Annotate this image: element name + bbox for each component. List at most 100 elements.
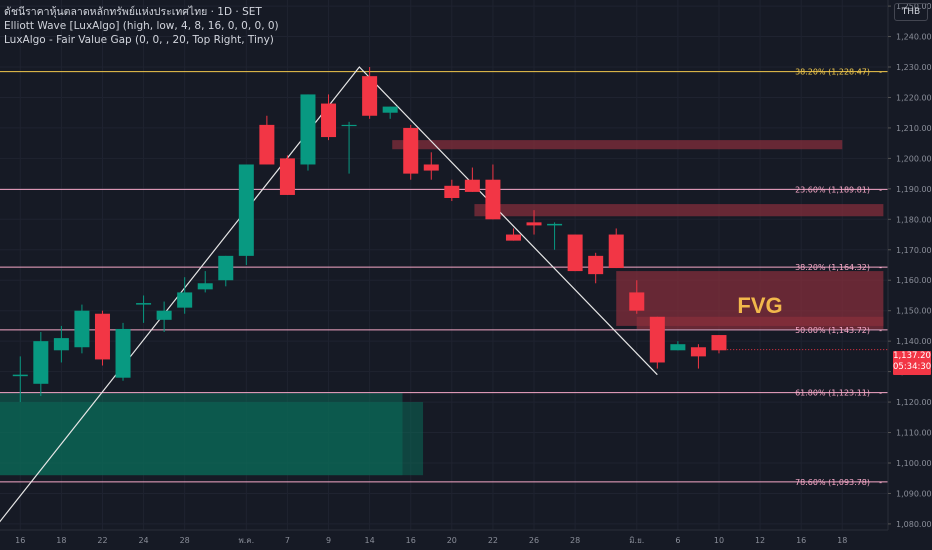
price-tick-label: 1,210.00 xyxy=(896,124,932,133)
price-tick-label: 1,110.00 xyxy=(896,429,932,438)
candle-body xyxy=(711,335,727,351)
candle-body xyxy=(12,374,28,377)
currency-button[interactable]: THB xyxy=(894,3,928,21)
demand-zone xyxy=(0,402,424,476)
price-tick-label: 1,180.00 xyxy=(896,215,932,224)
price-tick-label: 1,120.00 xyxy=(896,398,932,407)
time-tick-label: 28 xyxy=(180,536,190,545)
candle-body xyxy=(547,223,563,226)
candle-body xyxy=(444,185,460,198)
price-tick-label: 1,250.00 xyxy=(896,2,932,11)
candle-body xyxy=(608,234,624,269)
candle-body xyxy=(136,303,152,305)
candle-body xyxy=(362,76,378,116)
candle-body xyxy=(464,179,480,192)
price-tick-label: 1,170.00 xyxy=(896,246,932,255)
time-tick-label: 26 xyxy=(529,536,539,545)
time-tick-label: 16 xyxy=(406,536,416,545)
time-tick-label: 16 xyxy=(15,536,25,545)
current-price-tag: 1,137.20 05:34:30 xyxy=(893,351,931,375)
price-tick-label: 1,140.00 xyxy=(896,337,932,346)
candle-body xyxy=(649,316,665,363)
fib-label-dash: - xyxy=(879,389,882,398)
price-tick-label: 1,100.00 xyxy=(896,459,932,468)
time-tick-label: 9 xyxy=(326,536,331,545)
candle-body xyxy=(341,124,357,127)
price-tick-label: 1,200.00 xyxy=(896,154,932,163)
candle-body xyxy=(33,341,49,384)
fvg-zone xyxy=(616,271,884,326)
time-tick-label: มิ.ย. xyxy=(629,536,644,545)
candle-body xyxy=(156,310,172,320)
candle-body xyxy=(94,313,110,360)
price-tick-label: 1,240.00 xyxy=(896,33,932,42)
candle-body xyxy=(588,255,604,275)
time-tick-label: 20 xyxy=(447,536,457,545)
candle-body xyxy=(382,106,398,113)
time-tick-label: 22 xyxy=(488,536,498,545)
time-tick-label: 28 xyxy=(570,536,580,545)
time-tick-label: 18 xyxy=(837,536,847,545)
fib-label: 38.20% (1,228.47) xyxy=(795,68,870,77)
time-tick-label: 16 xyxy=(796,536,806,545)
fib-label-dash: - xyxy=(879,478,882,487)
time-tick-label: พ.ค. xyxy=(238,536,254,545)
current-price: 1,137.20 xyxy=(893,351,931,361)
candle-body xyxy=(403,127,419,174)
candle-body xyxy=(629,292,645,311)
legend-fvg[interactable]: LuxAlgo - Fair Value Gap (0, 0, , 20, To… xyxy=(4,34,274,46)
candle-body xyxy=(505,234,521,241)
fib-label: 50.00% (1,143.72) xyxy=(795,326,870,335)
legend-symbol[interactable]: ดัชนีราคาหุ้นตลาดหลักทรัพย์แห่งประเทศไทย… xyxy=(4,6,262,18)
price-tick-label: 1,190.00 xyxy=(896,185,932,194)
candle-body xyxy=(526,222,542,226)
fib-label-dash: - xyxy=(879,68,882,77)
price-tick-label: 1,080.00 xyxy=(896,520,932,529)
price-tick-label: 1,160.00 xyxy=(896,276,932,285)
candle-body xyxy=(300,94,316,165)
candle-body xyxy=(423,164,439,171)
candle-body xyxy=(177,292,193,308)
fib-label-dash: - xyxy=(879,185,882,194)
fvg-zone xyxy=(392,140,843,150)
legend-elliott-wave[interactable]: Elliott Wave [LuxAlgo] (high, low, 4, 8,… xyxy=(4,20,279,32)
fib-label: 78.60% (1,093.78) xyxy=(795,478,870,487)
fib-label: 23.60% (1,189.81) xyxy=(795,185,870,194)
candle-body xyxy=(567,234,583,272)
candle-body xyxy=(115,328,131,378)
fvg-zone xyxy=(474,204,884,217)
candle-body xyxy=(197,283,213,290)
time-tick-label: 7 xyxy=(285,536,290,545)
candle-body xyxy=(670,344,686,351)
candle-body xyxy=(690,347,706,357)
time-tick-label: 22 xyxy=(97,536,107,545)
candles[interactable] xyxy=(12,67,727,403)
candle-body xyxy=(279,158,295,195)
candle-body xyxy=(259,124,275,165)
time-tick-label: 12 xyxy=(755,536,765,545)
chart-legend: ดัชนีราคาหุ้นตลาดหลักทรัพย์แห่งประเทศไทย… xyxy=(4,5,279,47)
time-tick-label: 14 xyxy=(365,536,375,545)
candle-body xyxy=(485,179,501,220)
candle-body xyxy=(218,255,234,281)
price-tick-label: 1,090.00 xyxy=(896,489,932,498)
price-axis-bg xyxy=(888,0,932,550)
candle-body xyxy=(238,164,254,256)
time-tick-label: 6 xyxy=(675,536,680,545)
time-tick-label: 24 xyxy=(138,536,148,545)
fib-label: 38.20% (1,164.32) xyxy=(795,263,870,272)
price-tick-label: 1,150.00 xyxy=(896,307,932,316)
candle-body xyxy=(74,310,90,348)
fvg-label-layer: FVG xyxy=(737,293,782,318)
zones-layer xyxy=(0,140,884,476)
price-tick-label: 1,220.00 xyxy=(896,93,932,102)
time-tick-label: 10 xyxy=(714,536,724,545)
fib-levels: 38.20% (1,228.47) -23.60% (1,189.81) -38.2… xyxy=(0,68,888,487)
fib-label-dash: - xyxy=(879,263,882,272)
candle-body xyxy=(53,338,69,351)
fvg-label: FVG xyxy=(737,293,782,318)
time-tick-label: 18 xyxy=(56,536,66,545)
candle-body xyxy=(321,103,337,138)
